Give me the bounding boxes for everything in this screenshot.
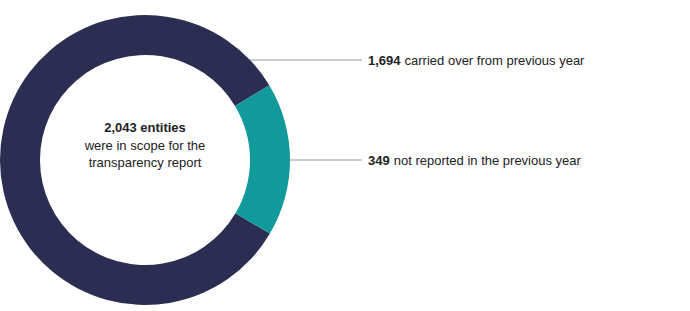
slice-label: 349 not reported in the previous year (368, 153, 582, 168)
category-label: not reported in the previous year (394, 153, 582, 168)
slices (0, 15, 290, 305)
chart: 1,694 carried over from previous year 349 n… (0, 0, 690, 311)
center-text-line: were in scope for the (84, 138, 206, 153)
center-text-line: transparency report (89, 155, 202, 170)
slice-label: 1,694 carried over from previous year (368, 53, 585, 68)
center-text: were in scope for the transparency report (84, 138, 206, 170)
slice (0, 15, 270, 305)
leader-line (250, 60, 362, 61)
leader-line (290, 160, 362, 161)
category-label: carried over from previous year (405, 53, 586, 68)
value-label: 349 (368, 153, 390, 168)
center-title: 2,043 entities (104, 120, 186, 135)
value-label: 1,694 (368, 53, 401, 68)
slice (235, 85, 290, 233)
